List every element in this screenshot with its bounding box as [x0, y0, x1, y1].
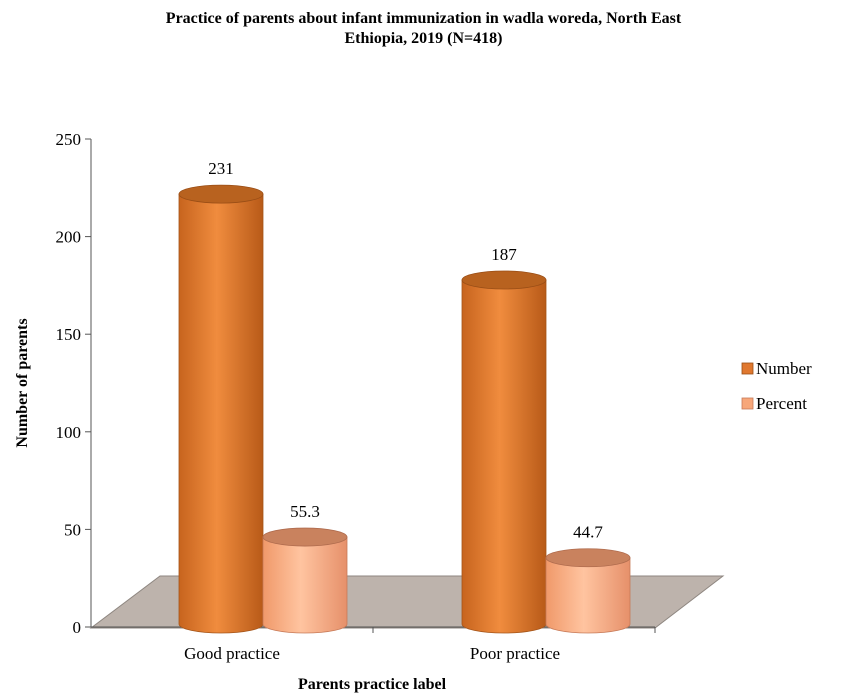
y-tick-label: 200 — [56, 228, 82, 247]
bar-body — [178, 193, 264, 634]
x-axis-label: Parents practice label — [298, 676, 447, 693]
legend-swatch — [741, 362, 754, 375]
data-label: 187 — [491, 245, 517, 264]
y-axis-label: Number of parents — [14, 318, 31, 447]
bar-number-poor — [461, 270, 547, 634]
bar-top — [178, 184, 264, 204]
data-label: 55.3 — [290, 502, 320, 521]
bar-top — [545, 548, 631, 568]
y-tick-label: 0 — [73, 618, 82, 637]
legend-label: Percent — [756, 394, 807, 413]
legend-swatch — [741, 397, 754, 410]
bar-body — [262, 536, 348, 634]
bar-top — [461, 270, 547, 290]
chart-title-line-2: Ethiopia, 2019 (N=418) — [344, 30, 503, 47]
data-label: 231 — [208, 159, 234, 178]
y-tick-label: 100 — [56, 423, 82, 442]
legend-label: Number — [756, 359, 812, 378]
bar-number-good — [178, 184, 264, 634]
bar-body — [545, 557, 631, 634]
bar-top — [262, 527, 348, 547]
bar-percent-poor — [545, 548, 631, 634]
legend-item-number: Number — [741, 359, 812, 378]
y-tick-label: 250 — [56, 130, 82, 149]
chart-title: Practice of parents about infant immuniz… — [0, 9, 847, 49]
y-tick-label: 50 — [64, 520, 81, 539]
x-tick-label: Poor practice — [470, 644, 560, 663]
data-label: 44.7 — [573, 523, 603, 542]
bar-body — [461, 279, 547, 634]
legend-item-percent: Percent — [741, 394, 807, 413]
y-tick-label: 150 — [56, 325, 82, 344]
chart-title-line-1: Practice of parents about infant immuniz… — [165, 10, 682, 27]
bar-percent-good — [262, 527, 348, 634]
x-tick-label: Good practice — [184, 644, 280, 663]
